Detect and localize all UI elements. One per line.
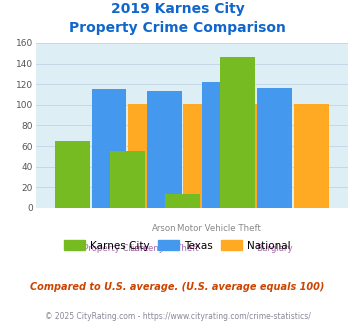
Text: Compared to U.S. average. (U.S. average equals 100): Compared to U.S. average. (U.S. average … (30, 282, 325, 292)
Bar (184, 104, 218, 208)
Bar (110, 151, 145, 208)
Text: Motor Vehicle Theft: Motor Vehicle Theft (178, 224, 261, 233)
Text: © 2025 CityRating.com - https://www.cityrating.com/crime-statistics/: © 2025 CityRating.com - https://www.city… (45, 312, 310, 321)
Text: Arson: Arson (152, 224, 176, 233)
Text: Burglary: Burglary (256, 244, 293, 253)
Bar (92, 89, 126, 208)
Bar (128, 104, 163, 208)
Text: 2019 Karnes City: 2019 Karnes City (111, 2, 244, 16)
Bar (294, 104, 329, 208)
Text: Property Crime Comparison: Property Crime Comparison (69, 21, 286, 35)
Bar (220, 57, 255, 208)
Bar (147, 91, 182, 208)
Legend: Karnes City, Texas, National: Karnes City, Texas, National (60, 236, 295, 255)
Text: All Property Crime: All Property Crime (70, 244, 148, 253)
Bar (239, 104, 273, 208)
Bar (202, 82, 237, 208)
Text: Larceny & Theft: Larceny & Theft (130, 244, 198, 253)
Bar (165, 194, 200, 208)
Bar (55, 141, 90, 208)
Bar (257, 88, 292, 208)
